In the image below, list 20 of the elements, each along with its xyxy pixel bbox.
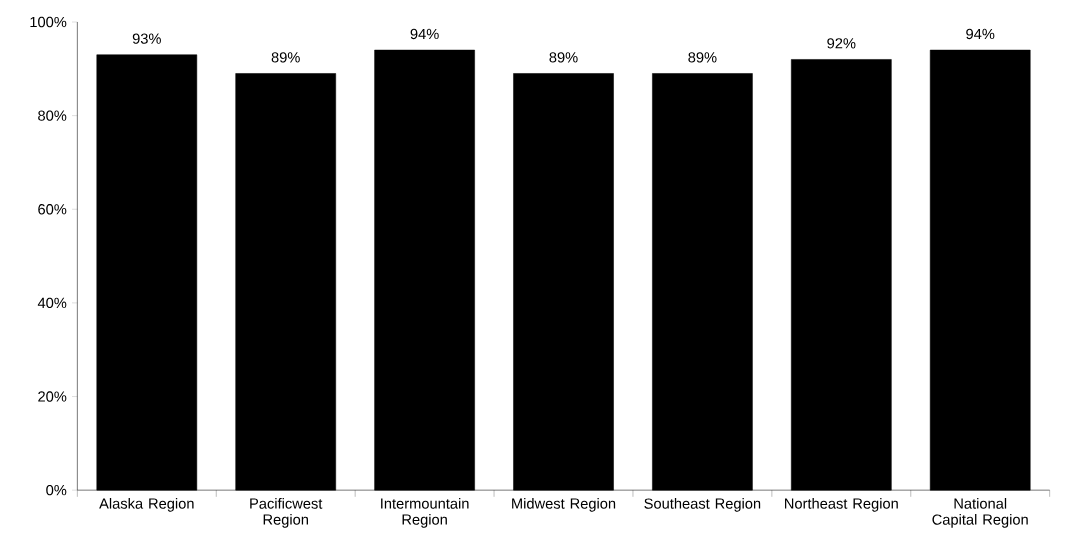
- y-tick-label: 80%: [38, 110, 67, 122]
- data-label: 94%: [966, 29, 995, 40]
- x-tick-label: National Capital Region: [932, 498, 1028, 528]
- y-tick-label: 100%: [30, 17, 67, 28]
- data-label: 89%: [688, 52, 717, 63]
- y-tick-label: 40%: [37, 297, 67, 309]
- data-label: 92%: [827, 38, 856, 49]
- x-tick-label: Southeast Region: [644, 498, 761, 512]
- y-tick-label: 20%: [38, 391, 67, 402]
- data-label: 89%: [271, 52, 300, 63]
- data-label: 94%: [410, 29, 439, 40]
- data-label: 89%: [549, 52, 578, 63]
- y-tick-label: 0%: [46, 485, 67, 496]
- x-tick-label: Intermountain Region: [381, 498, 469, 528]
- x-tick-label: Pacificwest Region: [250, 498, 323, 528]
- x-tick-label: Midwest Region: [512, 498, 616, 512]
- x-tick-label: Alaska Region: [99, 498, 194, 512]
- data-label: 93%: [132, 33, 161, 45]
- y-tick-label: 60%: [38, 204, 67, 215]
- x-tick-label: Northeast Region: [785, 498, 898, 512]
